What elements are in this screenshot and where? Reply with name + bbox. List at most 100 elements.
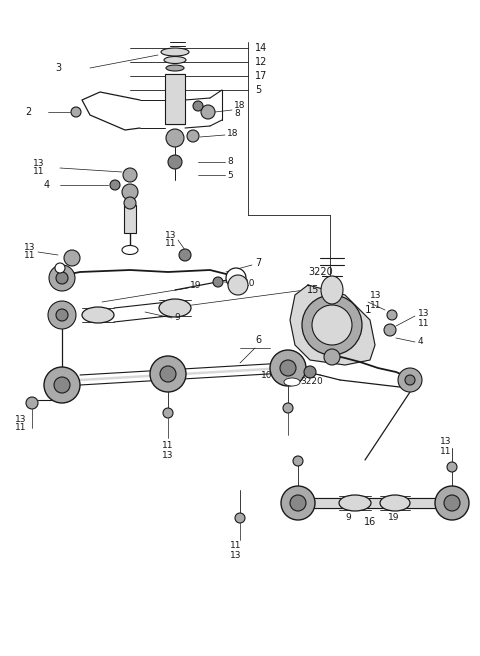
Circle shape: [179, 249, 191, 261]
Text: 15: 15: [307, 285, 319, 295]
Circle shape: [235, 513, 245, 523]
Circle shape: [226, 268, 246, 288]
Ellipse shape: [380, 495, 410, 511]
Circle shape: [302, 295, 362, 355]
Circle shape: [312, 305, 352, 345]
Circle shape: [44, 367, 80, 403]
Circle shape: [168, 155, 182, 169]
Ellipse shape: [339, 495, 371, 511]
Bar: [124, 205, 136, 233]
Circle shape: [187, 130, 199, 142]
Text: 13: 13: [15, 415, 26, 424]
Text: 11: 11: [418, 319, 430, 327]
Circle shape: [49, 265, 75, 291]
Text: 5: 5: [227, 171, 233, 180]
Circle shape: [384, 324, 396, 336]
Text: 11: 11: [440, 447, 452, 457]
Text: 18: 18: [227, 129, 239, 138]
Circle shape: [290, 495, 306, 511]
Circle shape: [304, 366, 316, 378]
Circle shape: [281, 486, 315, 520]
Text: 11: 11: [33, 167, 44, 176]
Circle shape: [387, 310, 397, 320]
Circle shape: [228, 275, 248, 295]
Circle shape: [56, 272, 68, 284]
Circle shape: [405, 375, 415, 385]
Bar: [302, 498, 448, 508]
Circle shape: [64, 250, 80, 266]
Text: 18: 18: [234, 102, 245, 110]
Circle shape: [213, 277, 223, 287]
Text: 10: 10: [244, 279, 255, 289]
Text: 11: 11: [15, 424, 26, 432]
Circle shape: [123, 168, 137, 182]
Text: 17: 17: [255, 71, 267, 81]
Text: 11: 11: [165, 239, 177, 249]
Text: 9: 9: [345, 514, 351, 522]
Text: 3220: 3220: [308, 267, 333, 277]
Text: 7: 7: [255, 258, 261, 268]
Text: 11: 11: [162, 440, 173, 449]
Circle shape: [160, 366, 176, 382]
Circle shape: [398, 368, 422, 392]
Text: 13: 13: [370, 291, 382, 300]
Text: 13: 13: [24, 243, 35, 251]
Text: 19: 19: [388, 514, 399, 522]
Text: 2: 2: [26, 107, 32, 117]
Ellipse shape: [321, 276, 343, 304]
Circle shape: [193, 101, 203, 111]
Ellipse shape: [284, 378, 300, 386]
Circle shape: [447, 462, 457, 472]
Text: 11: 11: [370, 300, 382, 310]
Polygon shape: [290, 285, 375, 365]
Circle shape: [56, 309, 68, 321]
Text: 13: 13: [165, 230, 177, 239]
Text: 6: 6: [255, 335, 261, 345]
Text: 13: 13: [418, 308, 430, 318]
Ellipse shape: [159, 299, 191, 317]
Circle shape: [26, 397, 38, 409]
Text: 12: 12: [255, 57, 267, 67]
Text: 13: 13: [230, 552, 241, 560]
Text: 10: 10: [261, 371, 272, 380]
Circle shape: [124, 197, 136, 209]
Text: 13: 13: [162, 451, 173, 459]
Text: 4: 4: [44, 180, 50, 190]
Circle shape: [48, 301, 76, 329]
Text: 14: 14: [255, 43, 267, 53]
Text: 4: 4: [418, 337, 424, 346]
Text: 3: 3: [55, 63, 61, 73]
Ellipse shape: [164, 56, 186, 64]
Circle shape: [54, 377, 70, 393]
Circle shape: [110, 180, 120, 190]
Circle shape: [163, 408, 173, 418]
Text: 11: 11: [24, 251, 35, 260]
Text: 13: 13: [440, 438, 452, 447]
Circle shape: [444, 495, 460, 511]
Text: 9: 9: [174, 314, 180, 323]
Circle shape: [270, 350, 306, 386]
Circle shape: [166, 129, 184, 147]
Circle shape: [150, 356, 186, 392]
Text: 1: 1: [365, 305, 372, 315]
Circle shape: [280, 360, 296, 376]
Circle shape: [71, 107, 81, 117]
Text: 19: 19: [190, 281, 202, 291]
Text: 16: 16: [364, 517, 376, 527]
Text: 8: 8: [227, 157, 233, 167]
Bar: [165, 74, 185, 124]
Ellipse shape: [82, 307, 114, 323]
Ellipse shape: [122, 245, 138, 255]
Circle shape: [55, 263, 65, 273]
Text: 13: 13: [33, 159, 44, 167]
Circle shape: [293, 456, 303, 466]
Ellipse shape: [161, 48, 189, 56]
Text: 5: 5: [255, 85, 261, 95]
Circle shape: [201, 105, 215, 119]
Ellipse shape: [166, 65, 184, 71]
Circle shape: [435, 486, 469, 520]
Text: 3220: 3220: [300, 377, 323, 386]
Text: 11: 11: [230, 541, 241, 550]
Text: 8: 8: [234, 110, 240, 119]
Circle shape: [324, 349, 340, 365]
